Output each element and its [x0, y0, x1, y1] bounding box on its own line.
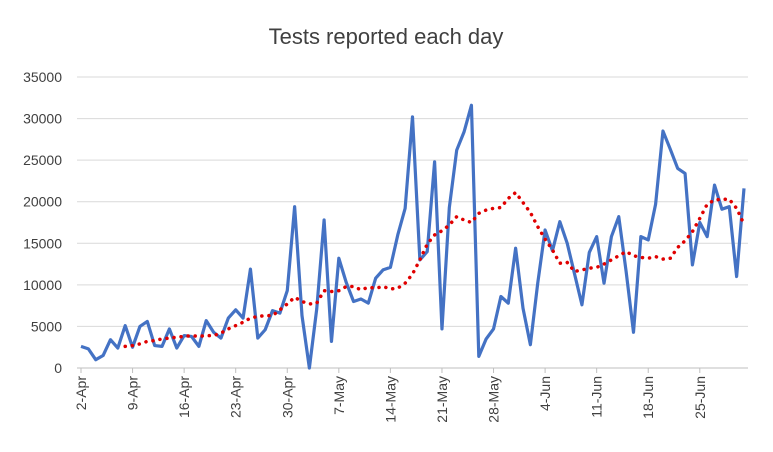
x-tick-label: 25-Jun — [692, 376, 708, 419]
x-tick-label: 4-Jun — [537, 376, 553, 411]
x-tick-label: 2-Apr — [73, 376, 89, 411]
y-tick-label: 25000 — [23, 152, 62, 168]
gridlines — [77, 76, 748, 369]
x-axis: 2-Apr 9-Apr 16-Apr 23-Apr 30-Apr 7-May 14-May 2… — [73, 368, 708, 423]
y-tick-label: 35000 — [23, 69, 62, 85]
y-tick-label: 30000 — [23, 111, 62, 127]
x-tick-label: 28-May — [486, 376, 502, 423]
y-tick-label: 5000 — [31, 318, 62, 334]
x-tick-label: 21-May — [434, 376, 450, 423]
x-tick-label: 11-Jun — [589, 376, 605, 418]
x-tick-label: 14-May — [382, 376, 398, 423]
daily-tests-line — [80, 103, 746, 370]
chart-title: Tests reported each day — [269, 24, 504, 49]
series-group — [80, 103, 746, 370]
y-tick-label: 0 — [54, 360, 62, 376]
trend-line-dotted — [123, 190, 746, 349]
y-tick-label: 20000 — [23, 194, 62, 210]
y-tick-label: 10000 — [23, 277, 62, 293]
x-tick-label: 7-May — [331, 376, 347, 415]
x-tick-label: 18-Jun — [640, 376, 656, 419]
x-tick-label: 30-Apr — [279, 376, 295, 418]
y-axis: 0 5000 10000 15000 20000 25000 30000 35000 — [23, 69, 62, 376]
x-tick-label: 16-Apr — [176, 376, 192, 418]
x-tick-label: 9-Apr — [125, 376, 141, 411]
y-tick-label: 15000 — [23, 235, 62, 251]
x-tick-label: 23-Apr — [228, 376, 244, 418]
